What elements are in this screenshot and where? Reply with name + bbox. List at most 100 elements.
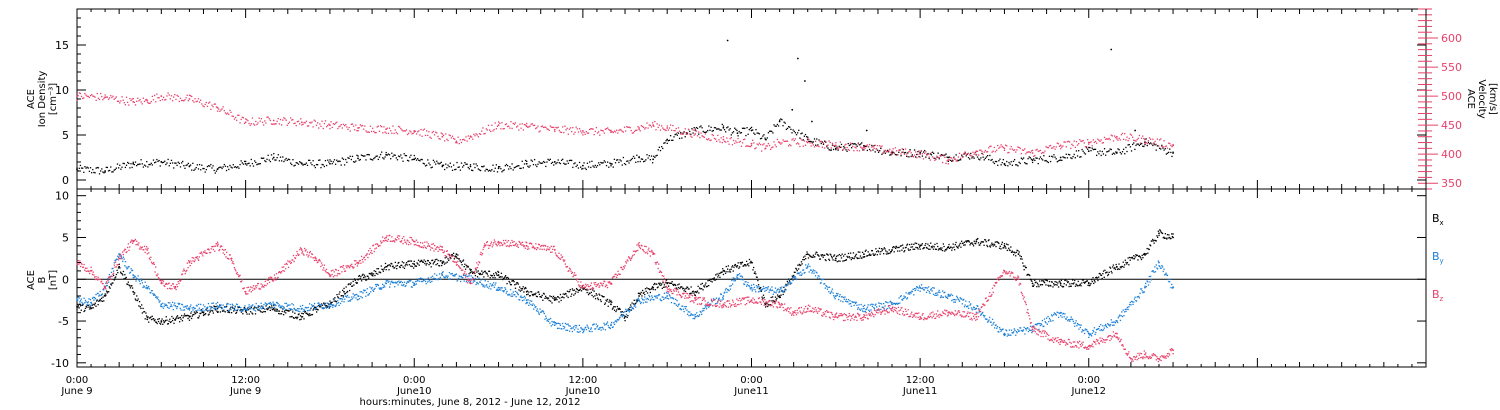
bx-point [474,272,476,275]
bx-point [890,250,893,253]
velocity-point [1018,146,1020,149]
by-point [267,306,269,309]
velocity-point [997,144,999,147]
by-point [131,270,133,272]
bx-point [926,247,928,249]
bx-point [1105,271,1108,274]
density-point [178,162,180,165]
bx-point [996,241,999,243]
bx-point [957,247,959,249]
density-point [357,155,359,157]
bx-point [574,293,576,295]
velocity-point [85,94,87,96]
velocity-point [422,129,424,131]
by-point [736,276,738,278]
bx-point [1035,281,1037,283]
by-point [326,302,328,304]
by-point [134,276,137,278]
by-point [281,305,283,307]
density-point [197,168,200,170]
by-point [564,326,566,328]
by-point [474,280,476,282]
bx-point [1000,248,1002,250]
by-point [878,302,880,304]
density-point [1034,159,1036,162]
density-point [632,155,635,158]
bx-point [587,293,590,296]
by-point [565,329,567,331]
velocity-point [413,131,415,133]
by-point [421,277,423,280]
velocity-point [245,118,247,120]
density-point [549,158,551,160]
bx-point [483,270,486,273]
bx-point [857,251,859,253]
density-point [540,162,542,164]
bx-point [330,302,333,304]
velocity-point [995,149,998,151]
bx-point [624,319,626,322]
density-point [933,152,935,155]
bx-point [448,259,450,262]
density-point [904,151,907,154]
by-point [415,280,417,283]
density-point [631,157,634,160]
bx-point [299,315,302,317]
by-point [542,311,545,313]
velocity-point [512,122,514,124]
density-anchor [76,168,78,171]
velocity-point [591,128,593,130]
by-point [393,286,396,288]
bx-point [688,288,690,290]
bx-point [607,305,609,307]
bx-point [288,310,290,312]
bx-point [1034,279,1036,281]
bx-point [447,258,449,260]
velocity-point [483,133,485,135]
by-point [98,294,101,296]
velocity-point [984,149,987,152]
by-point [492,284,494,287]
velocity-point [204,103,206,106]
bx-point [240,309,242,311]
density-point [801,132,803,134]
velocity-point [295,124,297,127]
by-point [735,278,737,280]
density-point [1007,165,1009,167]
density-anchor [1115,152,1118,154]
bx-point [1001,241,1004,243]
by-point [320,304,322,306]
bx-point [1006,249,1008,252]
velocity-point [1115,136,1117,139]
velocity-point [1003,149,1006,151]
by-point [297,310,300,312]
by-point [103,289,105,291]
by-point [233,307,235,309]
by-point [953,301,955,303]
bx-point [1131,256,1134,259]
bx-point [708,285,710,287]
bx-point [219,304,221,306]
velocity-point [917,153,919,156]
by-point [519,299,521,301]
by-point [166,305,168,307]
by-point [519,296,522,298]
by-point [89,298,92,301]
bx-point [368,272,370,275]
by-point [702,307,704,310]
bx-point [748,258,751,261]
by-point [645,298,647,300]
bx-point [1166,234,1169,236]
density-anchor [104,170,106,172]
density-point [86,166,88,168]
velocity-point [901,148,903,150]
bx-point [941,247,943,249]
density-point [784,122,786,124]
by-point [898,297,900,299]
density-point [1127,144,1129,146]
by-point [164,304,167,307]
bx-point [714,279,716,281]
density-point [466,163,468,165]
velocity-point [642,126,645,129]
density-point [341,157,343,159]
